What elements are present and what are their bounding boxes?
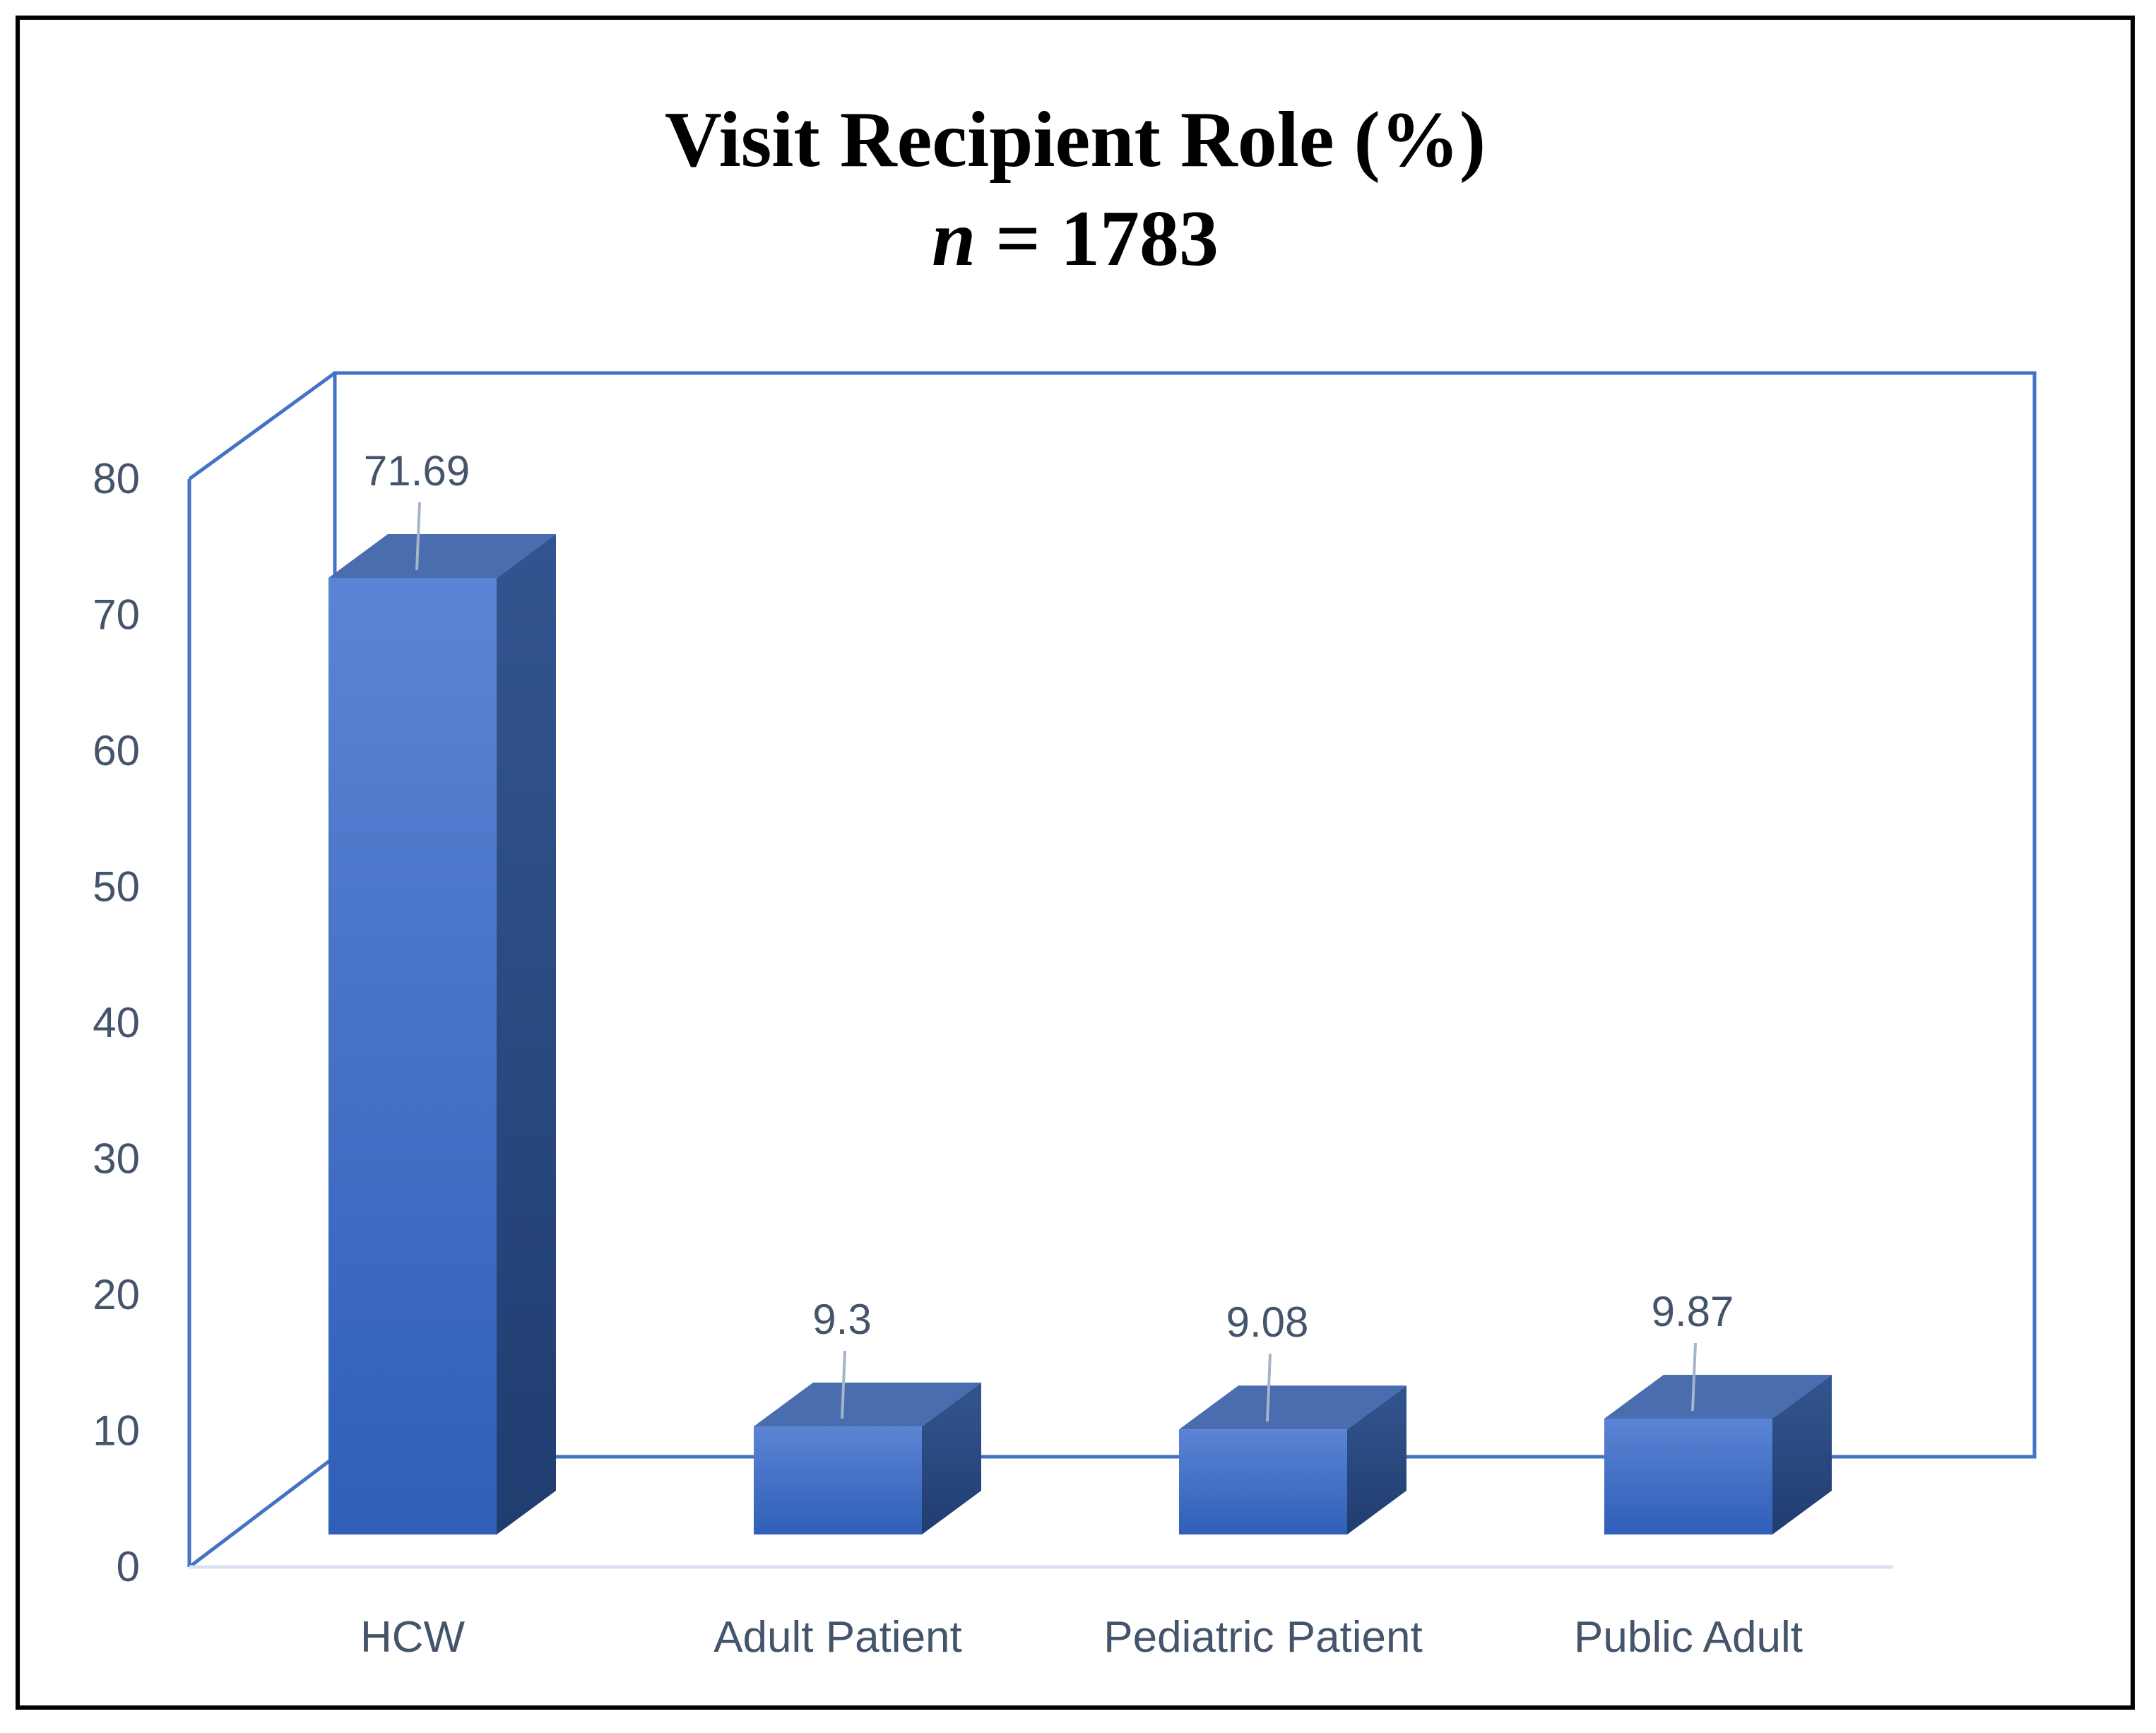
bars [328,533,1832,1534]
data-label-leader [415,502,421,571]
bar-top-face [1604,1375,1832,1419]
floor-side-edge [188,1455,336,1568]
data-label-leader [1266,1354,1272,1422]
data-labels: 71.69 9.3 9.08 9.87 [364,447,1734,1422]
y-tick-label: 10 [93,1407,140,1455]
data-label: 9.87 [1652,1288,1734,1335]
data-label-leader [841,1350,846,1419]
y-tick-label: 60 [93,727,140,774]
bar [328,533,556,1534]
x-category-label: Public Adult [1574,1613,1803,1662]
bar-top-face [754,1382,981,1426]
x-category-label: Adult Patient [713,1613,962,1662]
bar [1179,1385,1406,1534]
bar [1604,1375,1832,1534]
bar-front-face [754,1426,922,1534]
data-label: 9.3 [812,1296,871,1343]
data-label: 9.08 [1226,1299,1309,1346]
bar-top-face [328,533,556,578]
bar-side-face [1772,1375,1832,1534]
x-category-label: HCW [360,1613,466,1662]
chart-title-line2: n = 1783 [20,189,2131,288]
data-label-leader [1691,1342,1697,1412]
bar-side-face [497,533,556,1534]
y-tick-label: 70 [93,591,140,639]
bar-front-face [328,577,497,1534]
chart-title-line1: Visit Recipient Role (%) [664,96,1486,184]
data-label: 71.69 [364,447,470,495]
y-tick-label: 80 [93,455,140,502]
bar-side-face [922,1382,981,1534]
chart-title: Visit Recipient Role (%) n = 1783 [20,90,2131,288]
chart-title-n-value: = 1783 [976,195,1219,283]
y-axis-ticks: 0 10 20 30 40 50 60 70 80 [93,455,140,1590]
y-tick-label: 40 [93,999,140,1046]
bar-side-face [1347,1385,1406,1534]
y-tick-label: 50 [93,863,140,911]
x-axis-categories: HCW Adult Patient Pediatric Patient Public … [360,1613,1803,1662]
y-tick-label: 20 [93,1271,140,1318]
bar-front-face [1179,1429,1347,1534]
y-tick-label: 30 [93,1135,140,1183]
y-tick-label: 0 [117,1543,140,1590]
bar-front-face [1604,1419,1772,1534]
side-wall-top-edge [188,371,336,481]
x-category-label: Pediatric Patient [1103,1613,1422,1662]
chart-title-n-symbol: n [931,195,976,283]
back-wall [333,371,2037,1459]
bar [754,1382,981,1534]
bar-top-face [1179,1385,1406,1430]
